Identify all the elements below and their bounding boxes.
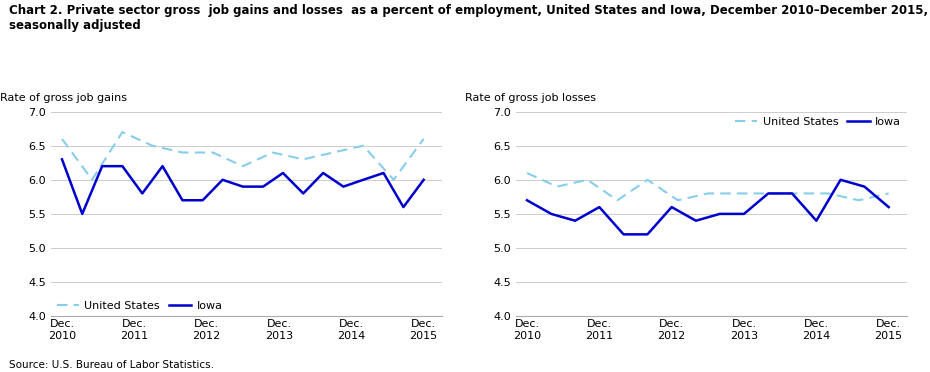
Legend: United States, Iowa: United States, Iowa bbox=[57, 301, 223, 311]
Text: Source: U.S. Bureau of Labor Statistics.: Source: U.S. Bureau of Labor Statistics. bbox=[9, 360, 214, 370]
Legend: United States, Iowa: United States, Iowa bbox=[735, 117, 901, 127]
Text: Chart 2. Private sector gross  job gains and losses  as a percent of employment,: Chart 2. Private sector gross job gains … bbox=[9, 4, 928, 32]
Text: Rate of gross job gains: Rate of gross job gains bbox=[0, 93, 127, 103]
Text: Rate of gross job losses: Rate of gross job losses bbox=[465, 93, 596, 103]
